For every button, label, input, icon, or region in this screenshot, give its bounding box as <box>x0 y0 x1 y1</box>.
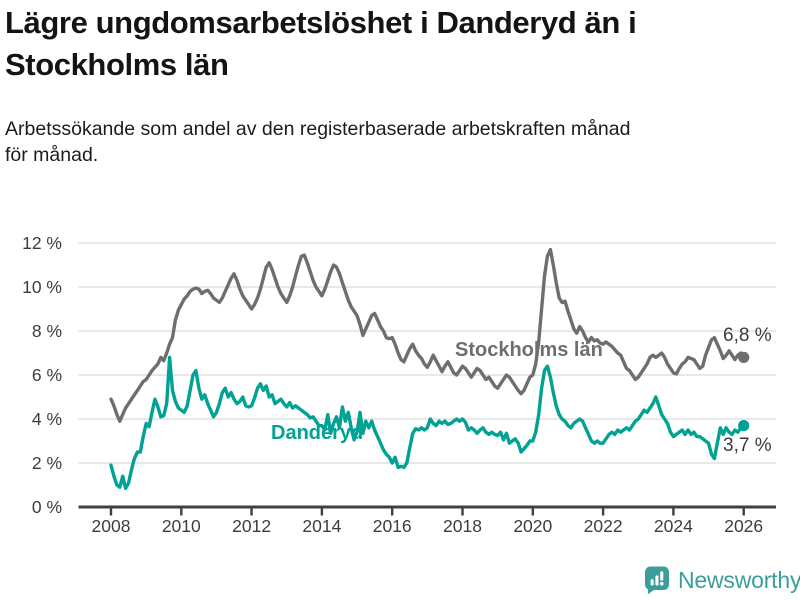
y-tick-label: 0 % <box>32 497 62 517</box>
end-value-label-danderyd: 3,7 % <box>723 435 772 456</box>
y-tick-label: 8 % <box>32 321 62 341</box>
x-tick-label: 2018 <box>443 516 482 536</box>
x-axis: 2008 2010 2012 2014 2016 2018 2020 2022 2024 2026 <box>78 505 776 536</box>
newsworthy-brand-link[interactable]: Newsworthy <box>644 565 800 595</box>
newsworthy-brand-text: Newsworthy <box>678 566 800 593</box>
series-end-dot <box>738 351 750 363</box>
x-tick-label: 2012 <box>232 516 271 536</box>
x-tick-label: 2024 <box>654 516 693 536</box>
title-line-2: Stockholms län <box>5 47 229 82</box>
chart-header: Lägre ungdomsarbetslöshet i Danderyd än … <box>5 2 795 168</box>
subtitle-line-2: för månad. <box>5 144 99 166</box>
title-line-1: Lägre ungdomsarbetslöshet i Danderyd än … <box>5 5 637 40</box>
x-tick-label: 2010 <box>162 516 201 536</box>
y-tick-label: 12 % <box>22 233 62 253</box>
x-tick-label: 2008 <box>92 516 131 536</box>
series-label-danderyd: Danderyd <box>271 422 364 444</box>
series-label-stockholms-lan: Stockholms län <box>455 339 603 361</box>
y-tick-label: 4 % <box>32 409 62 429</box>
subtitle-line-1: Arbetssökande som andel av den registerb… <box>5 118 631 140</box>
x-tick-label: 2022 <box>584 516 623 536</box>
series-line <box>109 247 746 423</box>
y-axis-labels: 0 % 2 % 4 % 6 % 8 % 10 % 12 % <box>22 233 62 517</box>
y-tick-label: 6 % <box>32 365 62 385</box>
x-tick-label: 2016 <box>373 516 412 536</box>
newsworthy-logo-icon <box>645 566 669 595</box>
x-tick-label: 2026 <box>724 516 763 536</box>
x-tick-label: 2020 <box>513 516 552 536</box>
series-end-dot <box>738 420 750 432</box>
end-value-label-stockholms-lan: 6,8 % <box>723 325 772 346</box>
y-tick-label: 2 % <box>32 453 62 473</box>
x-tick-label: 2014 <box>302 516 341 536</box>
chart-subtitle: Arbetssökande som andel av den registerb… <box>5 116 795 168</box>
page-title: Lägre ungdomsarbetslöshet i Danderyd än … <box>5 2 795 86</box>
y-tick-label: 10 % <box>22 277 62 297</box>
series-line <box>109 355 746 490</box>
